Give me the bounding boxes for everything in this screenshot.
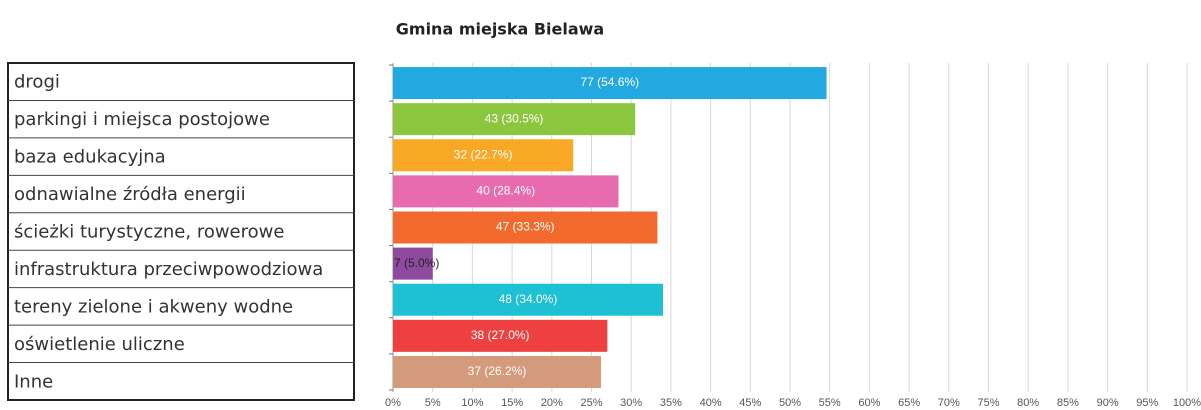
category-label: tereny zielone i akweny wodne [14, 296, 293, 317]
table-border [7, 62, 355, 401]
x-tick-label: 45% [739, 397, 761, 409]
value-label: 37 (26.2%) [468, 364, 527, 378]
x-tick-label: 15% [501, 397, 523, 409]
x-tick-label: 65% [898, 397, 920, 409]
x-tick-label: 35% [660, 397, 682, 409]
value-label: 40 (28.4%) [476, 184, 535, 198]
category-label: Inne [14, 371, 53, 392]
bar [393, 211, 658, 244]
bar [393, 175, 619, 208]
x-tick-label: 55% [819, 397, 841, 409]
category-label: ścieżki turystyczne, rowerowe [14, 222, 284, 243]
chart-subtitle: Gmina miejska Bielawa [396, 20, 604, 39]
x-tick-label: 5% [425, 397, 441, 409]
value-label: 38 (27.0%) [471, 328, 530, 342]
x-tick-label: 85% [1057, 397, 1079, 409]
x-tick-label: 30% [620, 397, 642, 409]
value-label: 77 (54.6%) [580, 75, 639, 89]
x-tick-label: 95% [1136, 397, 1158, 409]
x-tick-label: 40% [700, 397, 722, 409]
bar [393, 67, 827, 100]
x-tick-label: 70% [938, 397, 960, 409]
category-label: baza edukacyjna [14, 147, 166, 168]
category-label: oświetlenie uliczne [14, 334, 185, 355]
x-tick-label: 0% [385, 397, 401, 409]
category-label: infrastruktura przeciwpowodziowa [14, 259, 323, 280]
category-label: parkingi i miejsca postojowe [14, 109, 270, 130]
bar [393, 247, 433, 280]
bar [393, 139, 574, 172]
bar [393, 283, 663, 316]
x-tick-label: 50% [779, 397, 801, 409]
x-tick-label: 100% [1173, 397, 1201, 409]
x-tick-label: 25% [580, 397, 602, 409]
value-label: 48 (34.0%) [499, 292, 558, 306]
x-tick-label: 80% [1017, 397, 1039, 409]
category-label: odnawialne źródła energii [14, 184, 246, 205]
value-label: 47 (33.3%) [496, 220, 555, 234]
category-label: drogi [14, 72, 60, 93]
x-tick-label: 20% [541, 397, 563, 409]
x-tick-label: 10% [461, 397, 483, 409]
bar [393, 319, 608, 352]
value-label: 43 (30.5%) [485, 111, 544, 125]
x-tick-label: 60% [858, 397, 880, 409]
bar [393, 355, 602, 388]
x-tick-label: 75% [977, 397, 999, 409]
value-label: 32 (22.7%) [454, 147, 513, 161]
bar [393, 103, 636, 136]
value-label: 7 (5.0%) [394, 256, 439, 270]
x-tick-label: 90% [1097, 397, 1119, 409]
